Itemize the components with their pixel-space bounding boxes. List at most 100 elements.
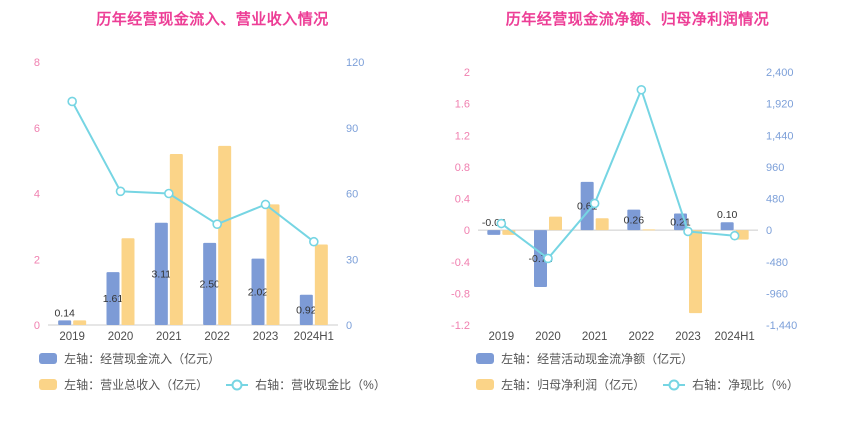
- left-axis-tick-label: 2: [464, 67, 470, 79]
- legend-label: 左轴：经营现金流入（亿元）: [64, 352, 221, 366]
- x-axis-label: 2020: [108, 331, 134, 343]
- line-marker-icon: [589, 198, 600, 209]
- left-axis-tick-label: -1.2: [451, 320, 470, 332]
- legend-item-revenue-cash-ratio[interactable]: 右轴：营收现金比（%）: [226, 376, 386, 393]
- net-operating-cashflow-bar: [580, 181, 594, 231]
- right-axis-tick-label: 480: [766, 194, 784, 206]
- left-axis-tick-label: -0.4: [451, 257, 470, 269]
- x-axis-label: 2023: [253, 331, 279, 343]
- line-marker-icon: [309, 236, 319, 247]
- line-marker-icon: [729, 230, 740, 241]
- revenue-cash-ratio-line: [71, 100, 315, 243]
- right-axis-tick-label: 1,440: [766, 130, 794, 142]
- right-axis-tick-label: 60: [346, 189, 358, 201]
- right-axis-tick-label: 0: [346, 320, 352, 332]
- total-revenue-bar: [73, 320, 87, 325]
- legend-label: 左轴：归母净利润（亿元）: [501, 378, 646, 392]
- line-marker-icon: [543, 253, 553, 264]
- legend-label: 左轴：经营活动现金流净额（亿元）: [501, 352, 694, 366]
- x-axis-label: 2019: [59, 331, 85, 343]
- operating-cash-inflow-bar: [299, 294, 313, 325]
- net-operating-cashflow-bar: [534, 230, 547, 288]
- legend-label: 右轴：净现比（%）: [692, 378, 799, 392]
- legend-item-net-profit[interactable]: 左轴：归母净利润（亿元）: [476, 376, 645, 393]
- x-axis-label: 2024H1: [715, 331, 755, 343]
- bar-value-label: 1.61: [103, 293, 124, 305]
- net-operating-cashflow-bar: [487, 230, 501, 235]
- left-chart-legend: 左轴：经营现金流入（亿元） 左轴：营业总收入（亿元） 右轴：营收现金比（%）: [0, 350, 425, 393]
- x-axis-label: 2021: [156, 331, 182, 343]
- bar-legend-marker-icon: [476, 379, 495, 390]
- left-axis-tick-label: 8: [34, 57, 40, 69]
- operating-cash-inflow-bar: [58, 320, 72, 325]
- right-axis-tick-label: 960: [766, 162, 784, 174]
- left-axis-tick-label: 1.2: [455, 130, 470, 142]
- x-axis-label: 2021: [582, 331, 608, 343]
- right-chart-title: 历年经营现金流净额、归母净利润情况: [505, 11, 770, 28]
- legend-item-net-operating-cashflow[interactable]: 左轴：经营活动现金流净额（亿元）: [476, 350, 693, 367]
- bar-value-label: 0.92: [296, 304, 317, 316]
- line-marker-icon: [260, 199, 271, 210]
- left-chart-canvas: 0 2 4 6 8 0 30 60 90 120 2019 2020 2021 2022 2023 2024H…: [34, 57, 364, 343]
- right-chart-panel: 历年经营现金流净额、归母净利润情况 -1.2 -0.8 -0.4 0 0.4 0.8 1.2…: [425, 0, 850, 437]
- left-chart-panel: 历年经营现金流入、营业收入情况 0 2 4 6 8 0 30 60 90 120 2019 2020 2…: [0, 0, 425, 437]
- left-axis-tick-label: 1.6: [455, 99, 470, 111]
- bar-value-label: 0.10: [717, 209, 738, 221]
- net-profit-bar: [689, 230, 702, 314]
- net-profit-bar: [642, 229, 656, 231]
- right-axis-tick-label: 30: [346, 254, 358, 266]
- line-marker-icon: [115, 186, 126, 197]
- line-legend-marker-icon: [226, 383, 249, 386]
- x-axis-label: 2023: [675, 331, 701, 343]
- x-axis-label: 2022: [629, 331, 655, 343]
- x-axis-label: 2022: [204, 331, 230, 343]
- operating-cash-inflow-bar: [251, 258, 265, 325]
- bar-value-label: 3.11: [151, 268, 171, 280]
- line-marker-icon: [636, 84, 647, 95]
- left-axis-tick-label: -0.8: [451, 288, 470, 300]
- right-axis-tick-label: 1,920: [766, 99, 794, 111]
- left-axis-tick-label: 0: [464, 225, 470, 237]
- bar-legend-marker-icon: [39, 353, 58, 364]
- line-marker-icon: [212, 219, 222, 229]
- bar-legend-marker-icon: [39, 379, 58, 390]
- legend-row: 左轴：营业总收入（亿元） 右轴：营收现金比（%）: [39, 376, 386, 393]
- right-chart-canvas: -1.2 -0.8 -0.4 0 0.4 0.8 1.2 1.6 2 -1,440 -960 -480…: [451, 67, 797, 343]
- total-revenue-bar: [169, 154, 183, 325]
- right-axis-tick-label: 2,400: [766, 67, 794, 79]
- operating-cash-inflow-bar: [203, 242, 217, 325]
- left-axis-tick-label: 6: [34, 123, 40, 135]
- x-axis-label: 2024H1: [294, 331, 334, 343]
- operating-cash-inflow-bar: [154, 222, 168, 325]
- legend-row: 左轴：经营现金流入（亿元）: [39, 350, 220, 367]
- bar-legend-marker-icon: [476, 353, 495, 364]
- right-chart-legend: 左轴：经营活动现金流净额（亿元） 左轴：归母净利润（亿元） 右轴：净现比（%）: [425, 350, 850, 393]
- left-axis-tick-label: 0.8: [455, 162, 470, 174]
- bar-value-label: 2.50: [199, 278, 220, 290]
- legend-item-operating-cash-inflow[interactable]: 左轴：经营现金流入（亿元）: [39, 350, 220, 367]
- legend-label: 右轴：营收现金比（%）: [255, 378, 386, 392]
- legend-row: 左轴：经营活动现金流净额（亿元）: [476, 350, 693, 367]
- total-revenue-bar: [218, 145, 232, 325]
- net-cash-ratio-line: [500, 86, 735, 260]
- net-operating-cashflow-bar: [627, 209, 641, 231]
- left-axis-tick-label: 2: [34, 254, 40, 266]
- net-operating-cashflow-bar: [720, 222, 734, 231]
- left-axis-tick-label: 0: [34, 320, 40, 332]
- x-axis-label: 2019: [489, 331, 515, 343]
- legend-label: 左轴：营业总收入（亿元）: [64, 378, 209, 392]
- total-revenue-bar: [314, 244, 328, 325]
- legend-item-total-revenue[interactable]: 左轴：营业总收入（亿元）: [39, 376, 208, 393]
- legend-item-net-cash-ratio[interactable]: 右轴：净现比（%）: [663, 376, 799, 393]
- bar-value-label: 0.26: [624, 214, 645, 226]
- legend-rows: 左轴：经营现金流入（亿元） 左轴：营业总收入（亿元） 右轴：营收现金比（%）: [39, 350, 386, 393]
- legend-row: 左轴：归母净利润（亿元） 右轴：净现比（%）: [476, 376, 799, 393]
- line-marker-icon: [164, 188, 174, 199]
- line-marker-icon: [683, 226, 693, 237]
- bar-value-label: 2.02: [248, 286, 269, 298]
- right-axis-tick-label: -480: [766, 257, 788, 269]
- net-profit-bar: [549, 216, 562, 231]
- right-axis-tick-label: 120: [346, 57, 364, 69]
- left-axis-tick-label: 0.4: [455, 194, 470, 206]
